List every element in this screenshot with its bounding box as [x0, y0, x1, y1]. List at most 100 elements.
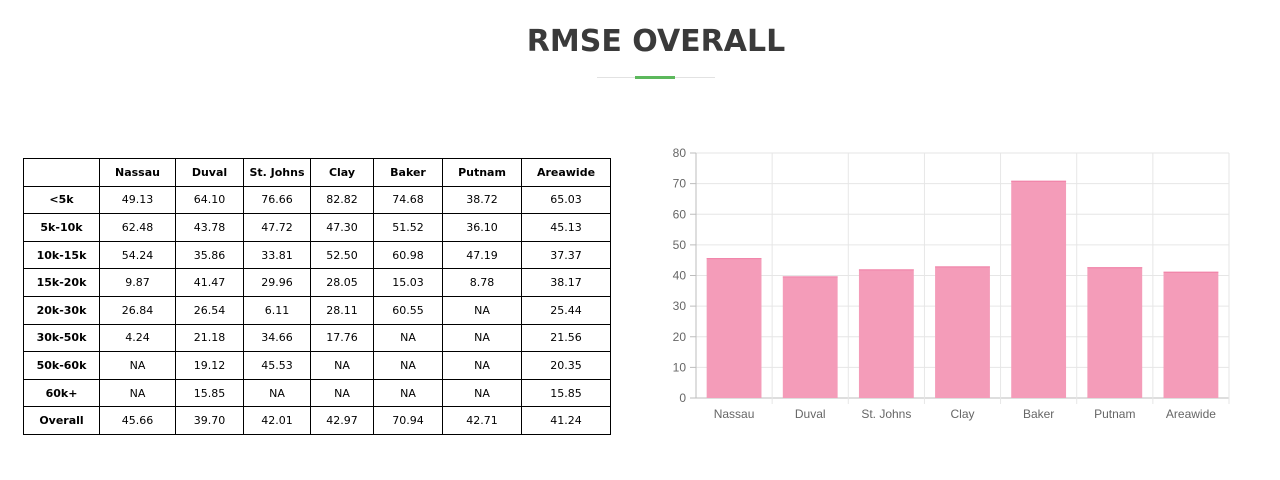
page-title: RMSE OVERALL [526, 24, 786, 59]
table-cell: 26.84 [99, 295, 176, 325]
table-cell: 15.85 [521, 378, 611, 408]
table-cell: 19.12 [175, 351, 244, 380]
y-tick-label: 0 [679, 391, 686, 405]
x-tick-label: Areawide [1166, 407, 1216, 421]
y-tick-label: 30 [673, 299, 687, 313]
table-cell: NA [310, 351, 374, 380]
column-header: Putnam [442, 158, 522, 187]
table-cell: 25.44 [521, 295, 611, 325]
column-header: Clay [310, 158, 374, 187]
table-cell: NA [442, 378, 522, 408]
row-label: Overall [23, 406, 100, 435]
table-cell: 8.78 [442, 268, 522, 297]
row-label: 50k-60k [23, 351, 100, 380]
bar-st-johns [858, 269, 914, 398]
table-cell: 42.97 [310, 406, 374, 435]
table-cell: 45.13 [521, 213, 611, 242]
bar-nassau [706, 258, 762, 398]
y-tick-label: 70 [673, 177, 687, 191]
table-cell: NA [310, 378, 374, 408]
title-divider [597, 76, 715, 79]
table-row: 30k-50k 4.24 21.18 34.66 17.76 NA NA 21.… [23, 323, 611, 353]
table-cell: 35.86 [175, 240, 244, 270]
bar-baker [1011, 180, 1067, 398]
y-tick-label: 80 [673, 146, 687, 160]
table-cell: 6.11 [243, 295, 311, 325]
column-header: Duval [175, 158, 244, 187]
table-cell: 82.82 [310, 185, 374, 215]
table-cell: 21.56 [521, 323, 611, 353]
y-tick-label: 50 [673, 238, 687, 252]
table-cell: 45.66 [99, 406, 176, 435]
x-tick-label: St. Johns [861, 407, 911, 421]
row-label: <5k [23, 185, 100, 215]
table-row: 5k-10k 62.48 43.78 47.72 47.30 51.52 36.… [23, 213, 611, 242]
table-cell: 42.01 [243, 406, 311, 435]
table-cell: 38.17 [521, 268, 611, 297]
table-cell: 74.68 [373, 185, 443, 215]
table-cell: 21.18 [175, 323, 244, 353]
row-label: 10k-15k [23, 240, 100, 270]
bar-clay [935, 266, 990, 398]
table-cell: 4.24 [99, 323, 176, 353]
row-label: 5k-10k [23, 213, 100, 242]
table-cell: 41.47 [175, 268, 244, 297]
table-row: 50k-60k NA 19.12 45.53 NA NA NA 20.35 [23, 351, 611, 380]
table-cell: 33.81 [243, 240, 311, 270]
table-cell: NA [373, 323, 443, 353]
table-cell: 9.87 [99, 268, 176, 297]
table-cell: 26.54 [175, 295, 244, 325]
x-tick-label: Nassau [714, 407, 755, 421]
table-cell: 60.55 [373, 295, 443, 325]
table-cell: 29.96 [243, 268, 311, 297]
table-cell: 49.13 [99, 185, 176, 215]
table-cell: 28.11 [310, 295, 374, 325]
table-cell: 20.35 [521, 351, 611, 380]
row-label: 20k-30k [23, 295, 100, 325]
table-cell: 47.30 [310, 213, 374, 242]
bar-duval [782, 276, 838, 398]
table-cell: NA [99, 378, 176, 408]
row-label: 60k+ [23, 378, 100, 408]
table-cell: 54.24 [99, 240, 176, 270]
table-cell: NA [442, 323, 522, 353]
column-header [23, 158, 100, 187]
rmse-table: Nassau Duval St. Johns Clay Baker Putnam… [23, 158, 611, 435]
table-cell: NA [99, 351, 176, 380]
row-label: 15k-20k [23, 268, 100, 297]
table-cell: 60.98 [373, 240, 443, 270]
table-cell: NA [373, 351, 443, 380]
table-row: Overall 45.66 39.70 42.01 42.97 70.94 42… [23, 406, 611, 435]
y-tick-label: 10 [673, 360, 687, 374]
y-tick-label: 60 [673, 207, 687, 221]
table-cell: 15.85 [175, 378, 244, 408]
table-cell: 36.10 [442, 213, 522, 242]
table-row: 10k-15k 54.24 35.86 33.81 52.50 60.98 47… [23, 240, 611, 270]
table-cell: NA [442, 295, 522, 325]
table-cell: 65.03 [521, 185, 611, 215]
table-cell: 70.94 [373, 406, 443, 435]
table-cell: 42.71 [442, 406, 522, 435]
y-tick-label: 40 [673, 269, 687, 283]
column-header: Areawide [521, 158, 611, 187]
table-cell: 52.50 [310, 240, 374, 270]
table-cell: 43.78 [175, 213, 244, 242]
table-cell: NA [442, 351, 522, 380]
table-row: 60k+ NA 15.85 NA NA NA NA 15.85 [23, 378, 611, 408]
table-cell: 76.66 [243, 185, 311, 215]
column-header: Nassau [99, 158, 176, 187]
column-header: Baker [373, 158, 443, 187]
table-cell: NA [243, 378, 311, 408]
chart-canvas: 0 10 20 30 40 50 60 70 80 Nassau Duval St. Johns Cla… [673, 146, 1230, 421]
x-tick-label: Baker [1023, 407, 1054, 421]
y-tick-label: 20 [673, 330, 687, 344]
table-row: 15k-20k 9.87 41.47 29.96 28.05 15.03 8.7… [23, 268, 611, 297]
table-cell: 38.72 [442, 185, 522, 215]
bar-putnam [1087, 267, 1143, 398]
table-cell: 17.76 [310, 323, 374, 353]
table-cell: 47.72 [243, 213, 311, 242]
table-row: 20k-30k 26.84 26.54 6.11 28.11 60.55 NA … [23, 295, 611, 325]
table-cell: 47.19 [442, 240, 522, 270]
table-cell: 45.53 [243, 351, 311, 380]
table-cell: 64.10 [175, 185, 244, 215]
